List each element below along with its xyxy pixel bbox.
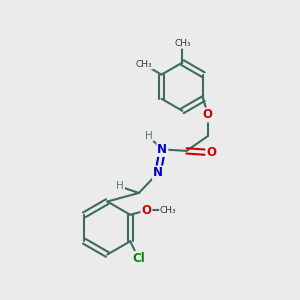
Text: H: H <box>145 130 153 141</box>
Text: O: O <box>141 204 152 217</box>
Text: N: N <box>153 167 163 179</box>
Text: Cl: Cl <box>132 252 145 265</box>
Text: CH₃: CH₃ <box>174 39 191 48</box>
Text: CH₃: CH₃ <box>136 60 152 69</box>
Text: CH₃: CH₃ <box>160 206 177 215</box>
Text: O: O <box>203 109 213 122</box>
Text: H: H <box>116 181 124 190</box>
Text: N: N <box>158 143 167 156</box>
Text: O: O <box>206 146 216 159</box>
